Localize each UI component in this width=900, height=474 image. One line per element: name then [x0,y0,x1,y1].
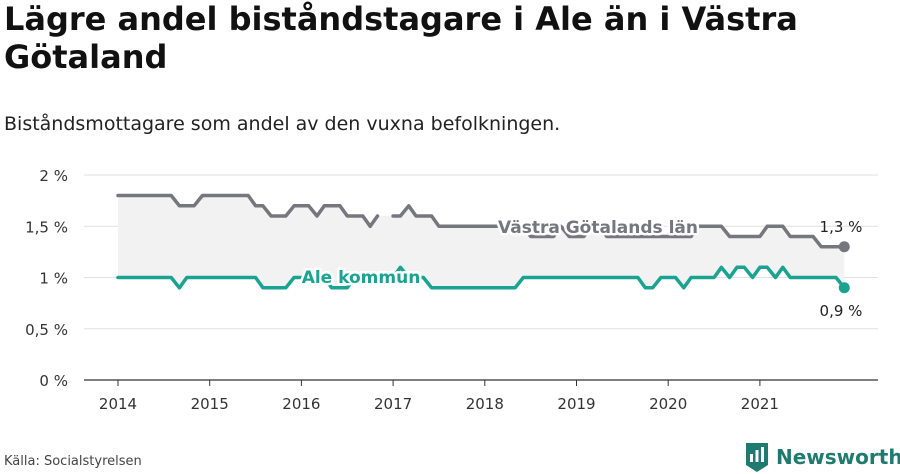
chart-subtitle: Biståndsmottagare som andel av den vuxna… [4,113,561,135]
axis-layer: 0 % 0,5 % 1 % 1,5 % 2 % 2014 2015 2016 2017 2018 2… [25,167,878,413]
series-label-vastra-gotaland: Västra Götalands län [498,218,698,238]
x-tick-label: 2015 [191,395,229,413]
series-line-vastra-gotaland [391,204,847,249]
x-tick-label: 2017 [374,395,412,413]
label-layer: Västra Götalands län Ale kommun 1,3 % 0,9 % [299,216,863,320]
y-tick-label: 1 % [39,270,68,288]
series-label-ale-kommun: Ale kommun [302,268,421,288]
x-tick-label: 2021 [741,395,779,413]
y-tick-label: 1,5 % [25,218,68,236]
series-line-ale-kommun-end-dot [838,282,850,294]
series-line-vastra-gotaland-end-dot [838,241,850,253]
x-tick-label: 2016 [282,395,320,413]
series-line-ale-kommun [116,265,847,290]
y-tick-label: 0,5 % [25,321,68,339]
end-value-label: 1,3 % [820,218,863,236]
x-tick-label: 2018 [466,395,504,413]
brand-name: Newsworthy [776,445,900,469]
x-tick-label: 2019 [557,395,595,413]
chart-title: Lägre andel biståndstagare i Ale än i Vä… [4,0,798,76]
source-note: Källa: Socialstyrelsen [4,454,142,469]
difference-band [118,195,845,288]
y-tick-label: 0 % [39,372,68,390]
end-value-label: 0,9 % [820,302,863,320]
series-layer [116,193,850,294]
series-line-vastra-gotaland [116,193,380,229]
x-tick-label: 2020 [649,395,687,413]
x-tick-label: 2014 [99,395,137,413]
y-tick-label: 2 % [39,167,68,185]
newsworthy-logo-icon [746,443,768,472]
brand-logo: Newsworthy [744,440,900,474]
